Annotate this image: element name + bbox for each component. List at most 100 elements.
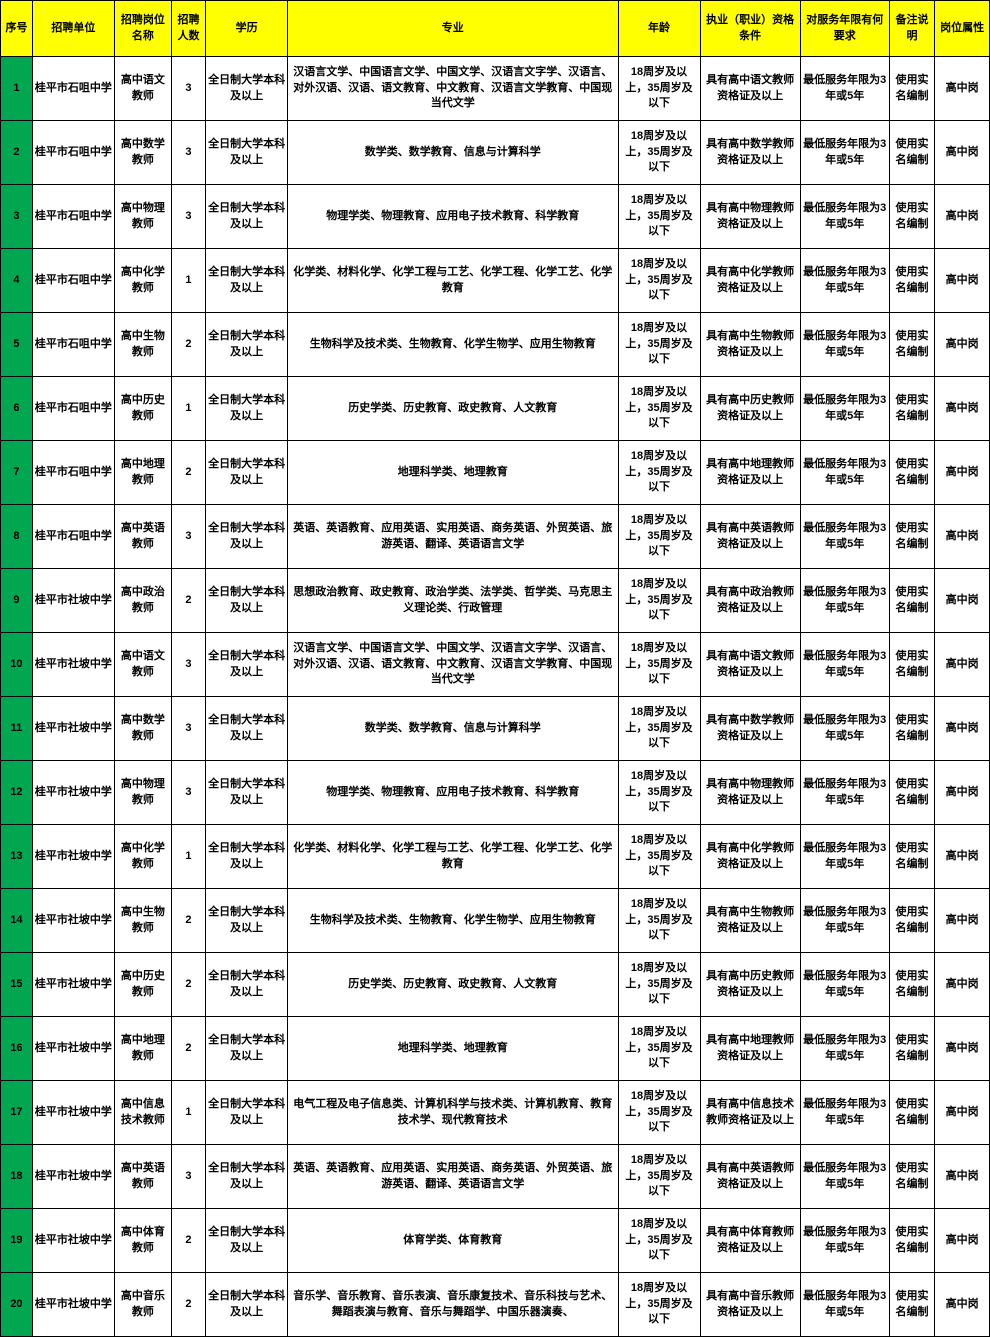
cell-serv: 最低服务年限为3年或5年 <box>800 185 889 249</box>
cell-age: 18周岁及以上，35周岁及以下 <box>618 185 700 249</box>
cell-edu: 全日制大学本科及以上 <box>206 313 288 377</box>
cell-qual: 具有高中历史教师资格证及以上 <box>700 377 800 441</box>
cell-post: 高中语文教师 <box>114 57 171 121</box>
cell-num: 1 <box>171 1081 205 1145</box>
cell-serv: 最低服务年限为3年或5年 <box>800 377 889 441</box>
cell-seq: 4 <box>1 249 33 313</box>
cell-unit: 桂平市石咀中学 <box>32 505 114 569</box>
cell-attr: 高中岗 <box>935 377 990 441</box>
cell-note: 使用实名编制 <box>889 1209 935 1273</box>
cell-unit: 桂平市社坡中学 <box>32 697 114 761</box>
cell-seq: 5 <box>1 313 33 377</box>
cell-unit: 桂平市石咀中学 <box>32 377 114 441</box>
cell-age: 18周岁及以上，35周岁及以下 <box>618 953 700 1017</box>
cell-num: 3 <box>171 185 205 249</box>
cell-note: 使用实名编制 <box>889 1017 935 1081</box>
cell-age: 18周岁及以上，35周岁及以下 <box>618 1273 700 1337</box>
table-row: 2桂平市石咀中学高中数学教师3全日制大学本科及以上数学类、数学教育、信息与计算科… <box>1 121 990 185</box>
cell-edu: 全日制大学本科及以上 <box>206 1017 288 1081</box>
cell-attr: 高中岗 <box>935 57 990 121</box>
cell-qual: 具有高中体育教师资格证及以上 <box>700 1209 800 1273</box>
cell-seq: 11 <box>1 697 33 761</box>
cell-note: 使用实名编制 <box>889 121 935 185</box>
cell-attr: 高中岗 <box>935 1081 990 1145</box>
cell-age: 18周岁及以上，35周岁及以下 <box>618 697 700 761</box>
cell-age: 18周岁及以上，35周岁及以下 <box>618 1081 700 1145</box>
cell-major: 汉语言文学、中国语言文学、中国文学、汉语言文字学、汉语言、对外汉语、汉语、语文教… <box>288 57 618 121</box>
cell-post: 高中历史教师 <box>114 953 171 1017</box>
cell-major: 生物科学及技术类、生物教育、化学生物学、应用生物教育 <box>288 313 618 377</box>
cell-num: 3 <box>171 505 205 569</box>
cell-num: 1 <box>171 825 205 889</box>
cell-attr: 高中岗 <box>935 889 990 953</box>
cell-note: 使用实名编制 <box>889 569 935 633</box>
cell-unit: 桂平市社坡中学 <box>32 633 114 697</box>
cell-age: 18周岁及以上，35周岁及以下 <box>618 441 700 505</box>
cell-major: 英语、英语教育、应用英语、实用英语、商务英语、外贸英语、旅游英语、翻译、英语语言… <box>288 1145 618 1209</box>
cell-unit: 桂平市社坡中学 <box>32 953 114 1017</box>
cell-edu: 全日制大学本科及以上 <box>206 569 288 633</box>
cell-note: 使用实名编制 <box>889 185 935 249</box>
cell-seq: 19 <box>1 1209 33 1273</box>
cell-edu: 全日制大学本科及以上 <box>206 697 288 761</box>
cell-post: 高中化学教师 <box>114 249 171 313</box>
cell-qual: 具有高中政治教师资格证及以上 <box>700 569 800 633</box>
cell-major: 音乐学、音乐教育、音乐表演、音乐康复技术、音乐科技与艺术、舞蹈表演与教育、音乐与… <box>288 1273 618 1337</box>
cell-post: 高中生物教师 <box>114 313 171 377</box>
cell-seq: 10 <box>1 633 33 697</box>
col-header-post: 招聘岗位名称 <box>114 1 171 57</box>
cell-serv: 最低服务年限为3年或5年 <box>800 1273 889 1337</box>
col-header-attr: 岗位属性 <box>935 1 990 57</box>
cell-serv: 最低服务年限为3年或5年 <box>800 633 889 697</box>
col-header-age: 年龄 <box>618 1 700 57</box>
cell-num: 3 <box>171 761 205 825</box>
cell-unit: 桂平市社坡中学 <box>32 825 114 889</box>
cell-note: 使用实名编制 <box>889 1145 935 1209</box>
cell-note: 使用实名编制 <box>889 825 935 889</box>
cell-qual: 具有高中信息技术教师资格证及以上 <box>700 1081 800 1145</box>
cell-serv: 最低服务年限为3年或5年 <box>800 1145 889 1209</box>
cell-edu: 全日制大学本科及以上 <box>206 1081 288 1145</box>
cell-attr: 高中岗 <box>935 953 990 1017</box>
cell-unit: 桂平市石咀中学 <box>32 57 114 121</box>
table-row: 16桂平市社坡中学高中地理教师2全日制大学本科及以上地理科学类、地理教育18周岁… <box>1 1017 990 1081</box>
cell-attr: 高中岗 <box>935 313 990 377</box>
cell-seq: 1 <box>1 57 33 121</box>
cell-serv: 最低服务年限为3年或5年 <box>800 57 889 121</box>
cell-edu: 全日制大学本科及以上 <box>206 441 288 505</box>
cell-seq: 2 <box>1 121 33 185</box>
cell-seq: 20 <box>1 1273 33 1337</box>
cell-age: 18周岁及以上，35周岁及以下 <box>618 761 700 825</box>
col-header-unit: 招聘单位 <box>32 1 114 57</box>
cell-unit: 桂平市社坡中学 <box>32 1017 114 1081</box>
cell-qual: 具有高中数学教师资格证及以上 <box>700 121 800 185</box>
cell-num: 1 <box>171 377 205 441</box>
cell-post: 高中语文教师 <box>114 633 171 697</box>
cell-attr: 高中岗 <box>935 441 990 505</box>
cell-age: 18周岁及以上，35周岁及以下 <box>618 569 700 633</box>
cell-unit: 桂平市石咀中学 <box>32 313 114 377</box>
cell-attr: 高中岗 <box>935 121 990 185</box>
cell-num: 1 <box>171 249 205 313</box>
cell-major: 体育学类、体育教育 <box>288 1209 618 1273</box>
cell-qual: 具有高中英语教师资格证及以上 <box>700 1145 800 1209</box>
cell-serv: 最低服务年限为3年或5年 <box>800 953 889 1017</box>
cell-note: 使用实名编制 <box>889 249 935 313</box>
cell-serv: 最低服务年限为3年或5年 <box>800 889 889 953</box>
cell-note: 使用实名编制 <box>889 313 935 377</box>
table-row: 11桂平市社坡中学高中数学教师3全日制大学本科及以上数学类、数学教育、信息与计算… <box>1 697 990 761</box>
cell-note: 使用实名编制 <box>889 441 935 505</box>
cell-major: 物理学类、物理教育、应用电子技术教育、科学教育 <box>288 761 618 825</box>
table-header-row: 序号招聘单位招聘岗位名称招聘人数学历专业年龄执业（职业）资格条件对服务年限有何要… <box>1 1 990 57</box>
cell-num: 2 <box>171 569 205 633</box>
cell-major: 英语、英语教育、应用英语、实用英语、商务英语、外贸英语、旅游英语、翻译、英语语言… <box>288 505 618 569</box>
cell-edu: 全日制大学本科及以上 <box>206 633 288 697</box>
cell-note: 使用实名编制 <box>889 1081 935 1145</box>
cell-serv: 最低服务年限为3年或5年 <box>800 313 889 377</box>
cell-age: 18周岁及以上，35周岁及以下 <box>618 313 700 377</box>
cell-unit: 桂平市石咀中学 <box>32 121 114 185</box>
cell-post: 高中地理教师 <box>114 441 171 505</box>
cell-seq: 15 <box>1 953 33 1017</box>
cell-serv: 最低服务年限为3年或5年 <box>800 569 889 633</box>
cell-qual: 具有高中化学教师资格证及以上 <box>700 825 800 889</box>
